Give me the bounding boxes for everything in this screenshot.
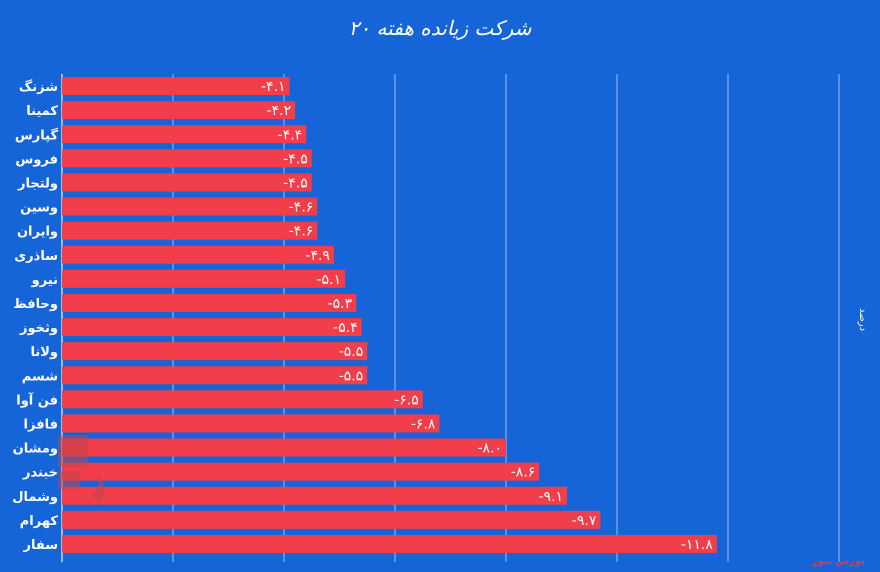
value-labels: -۴.۱ -۴.۲ -۴.۴ -۴.۵ -۴.۵ -۴.۶ -۴.۶ -۴.۹ -۵.۱ -۵.۳… — [261, 79, 713, 553]
value-label: -۵.۵ — [339, 368, 364, 384]
value-label: -۵.۴ — [333, 320, 358, 336]
category-label: گپارس — [15, 127, 59, 143]
category-label: خبندر — [22, 466, 58, 481]
value-label: -۴.۵ — [283, 151, 308, 167]
bar — [62, 245, 334, 264]
bar — [62, 534, 717, 553]
value-label: -۱۱.۸ — [681, 537, 714, 553]
category-label: ومشان — [13, 442, 58, 457]
bar — [62, 366, 368, 385]
category-label: وایران — [17, 225, 58, 240]
category-labels: شزنگ کمینا گپارس فروس ولتجار وسین وایران ساذری ن… — [12, 79, 58, 553]
value-label: -۵.۳ — [328, 296, 353, 312]
watermark-logo-icon — [58, 435, 105, 505]
bar — [62, 293, 357, 312]
value-label: -۵.۵ — [339, 344, 364, 360]
category-label: فن آوا — [16, 391, 58, 408]
value-label: -۶.۸ — [411, 416, 436, 432]
bar — [62, 197, 318, 216]
category-label: فروس — [15, 152, 58, 167]
category-label: وحافظ — [13, 297, 58, 312]
value-label: -۸.۶ — [511, 465, 536, 481]
value-label: -۴.۶ — [289, 200, 314, 216]
category-label: ولانا — [30, 345, 58, 360]
bar — [62, 486, 568, 505]
bar — [62, 125, 307, 144]
chart-title: ۲۰ شرکت زیانده هفته — [348, 16, 532, 40]
value-label: -۹.۱ — [539, 489, 564, 505]
value-label: -۴.۱ — [261, 79, 286, 95]
bar — [62, 318, 362, 337]
category-label: کهرام — [20, 514, 59, 529]
category-label: وشمال — [12, 490, 58, 505]
bar — [62, 149, 312, 168]
value-label: -۹.۷ — [572, 513, 597, 529]
bar — [62, 510, 601, 529]
value-label: -۴.۲ — [267, 103, 292, 119]
bar — [62, 269, 346, 288]
bar — [62, 438, 506, 457]
value-label: -۵.۱ — [317, 272, 342, 288]
watermark-text: بورس نیوز — [812, 556, 865, 567]
value-label: -۴.۹ — [305, 248, 330, 264]
bar — [62, 390, 423, 409]
value-label: -۴.۶ — [289, 224, 314, 240]
category-label: وسین — [20, 201, 58, 216]
category-label: شزنگ — [19, 79, 58, 95]
value-label: -۴.۵ — [283, 175, 308, 191]
bar — [62, 77, 290, 96]
category-label: نیرو — [31, 273, 58, 288]
category-label: ساذری — [14, 249, 58, 264]
category-label: فافزا — [24, 417, 58, 432]
bar — [62, 342, 368, 361]
axis-unit-label: درصد — [857, 308, 868, 332]
category-label: ولتجار — [17, 176, 58, 191]
category-label: سفار — [22, 538, 58, 553]
category-label: کمینا — [26, 104, 58, 119]
bar — [62, 221, 318, 240]
bar — [62, 173, 312, 192]
value-label: -۴.۴ — [278, 127, 303, 143]
category-label: شسم — [22, 369, 58, 384]
value-label: -۸.۰ — [477, 441, 502, 457]
category-label: وثخوز — [19, 321, 58, 336]
value-label: -۶.۵ — [394, 392, 419, 408]
bar — [62, 414, 440, 433]
bar — [62, 462, 540, 481]
bars-group — [62, 77, 717, 553]
bar — [62, 101, 296, 120]
